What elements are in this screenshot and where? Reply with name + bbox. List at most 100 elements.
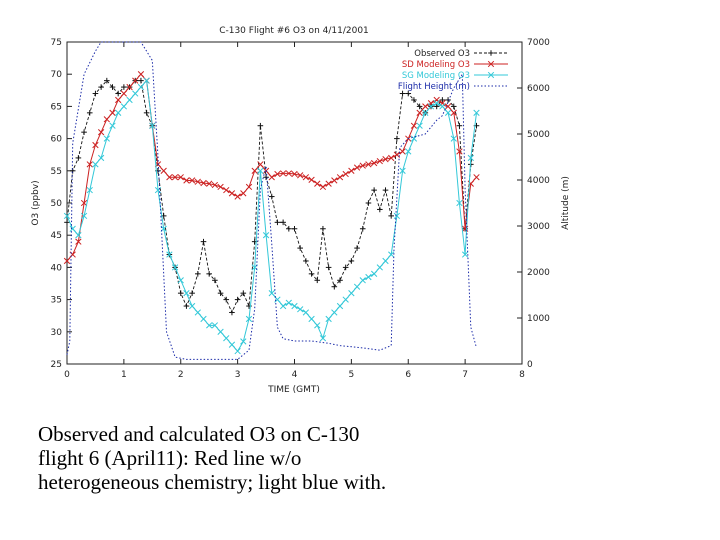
sg-modeling-o3-point xyxy=(388,251,395,258)
sg-modeling-o3-point xyxy=(382,257,389,265)
observed-o3-point xyxy=(177,290,184,296)
x-tick-label: 1 xyxy=(121,370,127,380)
observed-o3-point xyxy=(195,271,201,277)
sd-modeling-o3-point xyxy=(86,161,93,168)
sd-modeling-o3-point xyxy=(456,148,463,155)
sd-modeling-o3-point xyxy=(63,257,71,265)
sg-modeling-o3-point xyxy=(467,154,474,162)
sg-modeling-o3-point xyxy=(132,90,139,97)
legend-label: Observed O3 xyxy=(414,49,470,59)
observed-o3-point xyxy=(399,90,406,97)
sg-modeling-o3-point xyxy=(353,283,361,290)
x-tick-label: 3 xyxy=(235,370,241,380)
sd-modeling-o3-point xyxy=(160,167,167,174)
sg-modeling-o3-point xyxy=(103,135,110,142)
sg-modeling-o3-point xyxy=(348,290,355,297)
sg-modeling-o3-point xyxy=(370,270,378,277)
sg-modeling-o3-point xyxy=(211,322,219,329)
observed-o3-point xyxy=(354,245,360,251)
sd-modeling-o3-point xyxy=(302,174,310,181)
observed-o3-point xyxy=(337,277,343,284)
sd-modeling-o3-point xyxy=(319,183,327,191)
observed-o3-point xyxy=(263,174,269,181)
sd-modeling-o3-point xyxy=(399,148,406,155)
sd-modeling-o3-point xyxy=(274,170,281,178)
sg-modeling-o3-point xyxy=(223,335,230,342)
observed-o3-point xyxy=(143,110,150,116)
x-tick-label: 7 xyxy=(462,370,468,380)
sg-modeling-o3-point xyxy=(274,296,281,303)
y-tick-label: 75 xyxy=(51,38,62,48)
sg-modeling-o3-point xyxy=(92,161,99,168)
observed-o3-point xyxy=(81,129,87,135)
sd-modeling-o3-point xyxy=(370,159,378,167)
sd-modeling-o3-point xyxy=(194,178,201,185)
sd-modeling-o3-point xyxy=(92,141,99,149)
sg-modeling-o3-point xyxy=(325,315,332,323)
sg-modeling-o3-point xyxy=(376,264,383,271)
ozone-chart: C-130 Flight #6 O3 on 4/11/2001 TIME (GM… xyxy=(31,26,571,395)
observed-o3-point xyxy=(104,77,110,84)
observed-o3-point xyxy=(274,219,281,226)
sd-modeling-o3-point xyxy=(331,177,338,184)
observed-o3-point xyxy=(303,258,309,264)
x-tick-label: 2 xyxy=(178,370,184,380)
y-tick-label: 30 xyxy=(51,328,63,338)
sd-modeling-o3-point xyxy=(206,180,213,187)
sd-modeling-o3-line xyxy=(66,73,477,262)
observed-o3-point xyxy=(240,290,247,296)
sg-modeling-o3-point xyxy=(262,232,270,239)
observed-o3-point xyxy=(234,296,241,303)
observed-o3-point xyxy=(456,122,463,129)
sg-modeling-o3-point xyxy=(450,135,457,142)
observed-o3-point xyxy=(308,271,315,277)
sg-modeling-o3-point xyxy=(109,122,116,129)
observed-o3-point xyxy=(206,271,212,277)
sg-modeling-o3-point xyxy=(456,199,463,207)
observed-o3-point xyxy=(286,225,292,232)
observed-o3-point xyxy=(86,110,93,116)
sd-modeling-o3-point xyxy=(422,103,429,110)
observed-o3-point xyxy=(223,296,230,303)
sd-modeling-o3-point xyxy=(450,109,457,116)
series-layer xyxy=(63,41,480,360)
sg-modeling-o3-point xyxy=(97,154,105,162)
sd-modeling-o3-point xyxy=(382,156,389,163)
observed-o3-point xyxy=(320,225,326,232)
sd-modeling-o3-point xyxy=(177,174,184,181)
sg-modeling-o3-point xyxy=(120,103,128,110)
sg-modeling-o3-point xyxy=(245,315,253,323)
y-tick-label: 25 xyxy=(51,360,62,370)
sd-modeling-o3-point xyxy=(308,176,315,183)
observed-o3-point xyxy=(382,187,389,193)
sd-modeling-o3-point xyxy=(115,96,122,104)
sg-modeling-o3-point xyxy=(137,83,145,91)
observed-o3-point xyxy=(92,90,99,97)
observed-o3-point xyxy=(394,135,400,142)
sg-modeling-o3-point xyxy=(416,122,423,129)
sg-modeling-o3-point xyxy=(177,277,184,284)
sg-modeling-o3-point xyxy=(166,251,173,258)
sg-modeling-o3-point xyxy=(194,309,201,316)
observed-o3-point xyxy=(297,245,303,251)
sd-modeling-o3-point xyxy=(291,170,298,178)
legend-marker xyxy=(487,60,495,68)
observed-o3-point xyxy=(98,84,104,90)
sg-modeling-o3-point xyxy=(200,315,207,323)
sd-modeling-o3-point xyxy=(444,103,452,110)
observed-o3-point xyxy=(439,97,446,103)
observed-o3-point xyxy=(109,84,116,90)
observed-o3-point xyxy=(75,155,82,161)
flight-height-line xyxy=(66,41,477,360)
sd-modeling-o3-point xyxy=(166,174,173,181)
y-tick-label: 35 xyxy=(51,296,62,306)
legend-label: Flight Height (m) xyxy=(398,82,470,92)
sg-modeling-o3-point xyxy=(336,302,344,310)
y-tick-label: 60 xyxy=(51,135,63,145)
sd-modeling-o3-point xyxy=(297,172,304,179)
sg-modeling-o3-point xyxy=(279,302,287,310)
sg-modeling-o3-point xyxy=(75,232,82,239)
sd-modeling-o3-point xyxy=(75,238,82,245)
sd-modeling-o3-point xyxy=(314,180,321,187)
sd-modeling-o3-point xyxy=(223,186,230,194)
